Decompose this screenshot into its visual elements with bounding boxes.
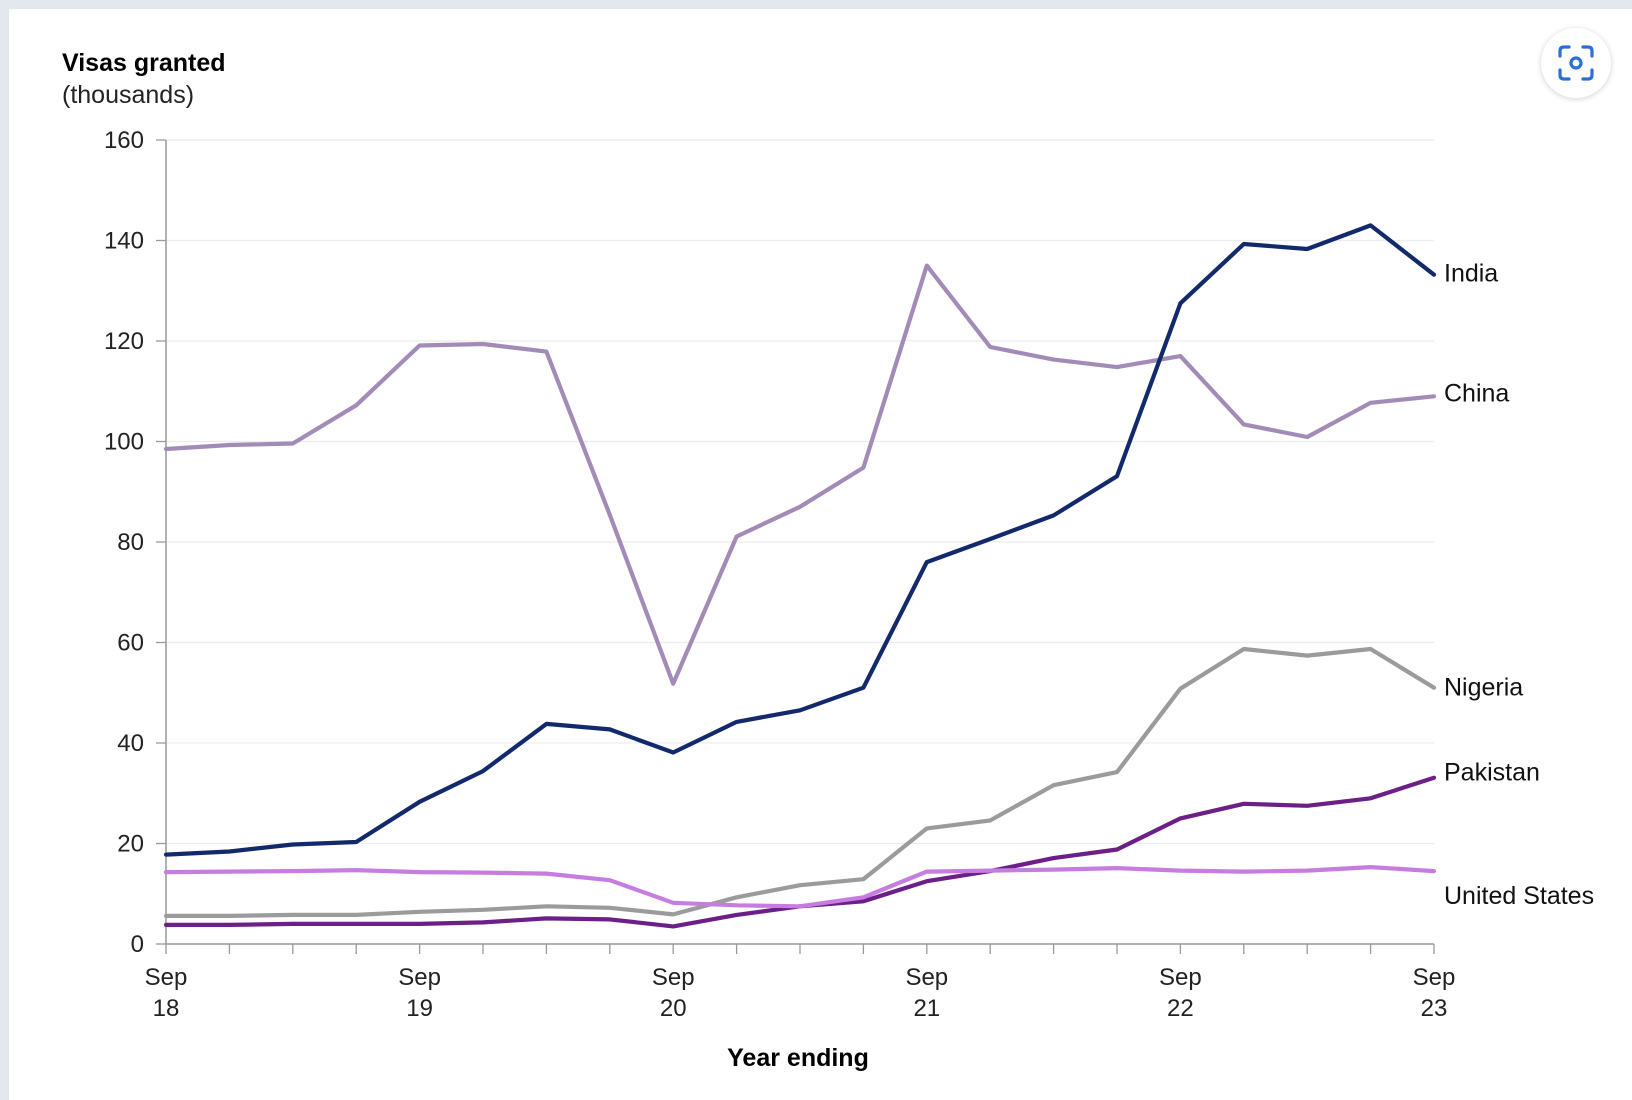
series-line-united-states: [163, 864, 1437, 909]
x-tick-label: 23: [1421, 995, 1448, 1022]
x-tick-label: 19: [406, 995, 433, 1022]
series-label-pakistan: Pakistan: [1444, 759, 1540, 787]
y-tick-label: 100: [104, 429, 144, 456]
x-tick-label: 21: [913, 995, 940, 1022]
y-tick-label: 0: [131, 931, 144, 958]
x-tick-label: Sep: [398, 964, 441, 991]
x-tick-label: Sep: [1159, 964, 1202, 991]
chart-card: Visas granted (thousands): [9, 9, 1632, 1100]
x-tick-label: 22: [1167, 995, 1194, 1022]
y-tick-label: 40: [117, 730, 144, 757]
y-tick-label: 20: [117, 831, 144, 858]
x-tick-label: 20: [660, 995, 687, 1022]
x-tick-label: Sep: [652, 964, 695, 991]
series-label-india: India: [1444, 260, 1498, 288]
y-tick-label: 60: [117, 630, 144, 657]
y-tick-label: 120: [104, 328, 144, 355]
y-axis-subtitle: (thousands): [62, 81, 195, 109]
x-tick-label: Sep: [145, 964, 188, 991]
x-tick-label: Sep: [1413, 964, 1456, 991]
screenshot-button[interactable]: [1541, 28, 1611, 98]
x-axis-title: Year ending: [727, 1044, 869, 1072]
y-tick-label: 140: [104, 228, 144, 255]
camera-focus-icon: [1558, 45, 1594, 81]
series-line-china: [163, 263, 1437, 686]
series-label-china: China: [1444, 379, 1509, 407]
y-axis-title: Visas granted: [62, 49, 226, 77]
x-tick-label: 18: [153, 995, 180, 1022]
y-tick-label: 160: [104, 127, 144, 154]
x-tick-label: Sep: [905, 964, 948, 991]
series-label-united-states: United States: [1444, 882, 1594, 910]
series-line-pakistan: [163, 775, 1437, 929]
series-label-nigeria: Nigeria: [1444, 674, 1523, 702]
y-tick-label: 80: [117, 529, 144, 556]
series-line-india: [163, 223, 1437, 857]
series-line-nigeria: [163, 646, 1437, 919]
